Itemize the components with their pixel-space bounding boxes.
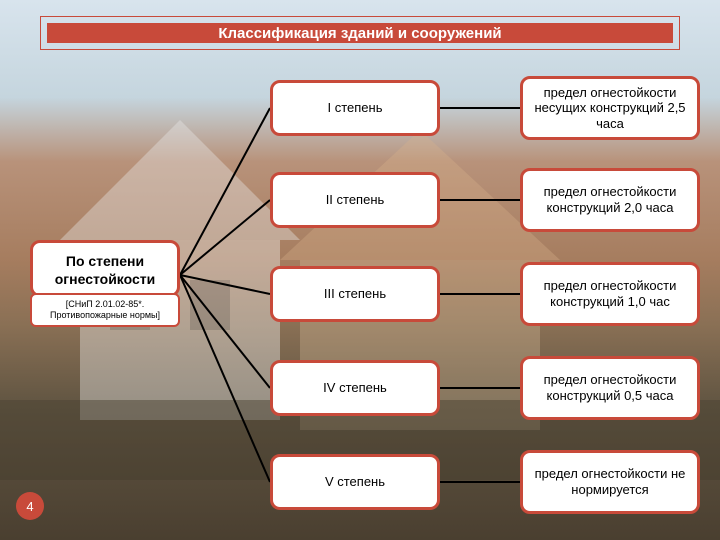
desc-label: предел огнестойкости не нормируется xyxy=(531,466,689,497)
desc-label: предел огнестойкости конструкций 2,0 час… xyxy=(531,184,689,215)
level-label: IV степень xyxy=(323,380,387,396)
level-label: I степень xyxy=(328,100,383,116)
level-label: V степень xyxy=(325,474,385,490)
page-number-text: 4 xyxy=(26,499,33,514)
level-node-3: III степень xyxy=(270,266,440,322)
desc-label: предел огнестойкости конструкций 1,0 час xyxy=(531,278,689,309)
desc-node-1: предел огнестойкости несущих конструкций… xyxy=(520,76,700,140)
level-node-5: V степень xyxy=(270,454,440,510)
level-node-1: I степень xyxy=(270,80,440,136)
desc-node-4: предел огнестойкости конструкций 0,5 час… xyxy=(520,356,700,420)
level-node-2: II степень xyxy=(270,172,440,228)
desc-node-5: предел огнестойкости не нормируется xyxy=(520,450,700,514)
title-text: Классификация зданий и сооружений xyxy=(47,23,673,43)
source-label: По степени огнестойкости xyxy=(30,240,180,297)
desc-label: предел огнестойкости конструкций 0,5 час… xyxy=(531,372,689,403)
page-number: 4 xyxy=(16,492,44,520)
title-bar: Классификация зданий и сооружений xyxy=(40,16,680,50)
source-sub: [СНиП 2.01.02-85*. Противопожарные нормы… xyxy=(30,293,180,327)
desc-label: предел огнестойкости несущих конструкций… xyxy=(531,85,689,132)
desc-node-3: предел огнестойкости конструкций 1,0 час xyxy=(520,262,700,326)
slide-root: Классификация зданий и сооружений По сте… xyxy=(0,0,720,540)
level-node-4: IV степень xyxy=(270,360,440,416)
level-label: II степень xyxy=(326,192,385,208)
source-node: По степени огнестойкости [СНиП 2.01.02-8… xyxy=(30,240,180,327)
desc-node-2: предел огнестойкости конструкций 2,0 час… xyxy=(520,168,700,232)
level-label: III степень xyxy=(324,286,386,302)
